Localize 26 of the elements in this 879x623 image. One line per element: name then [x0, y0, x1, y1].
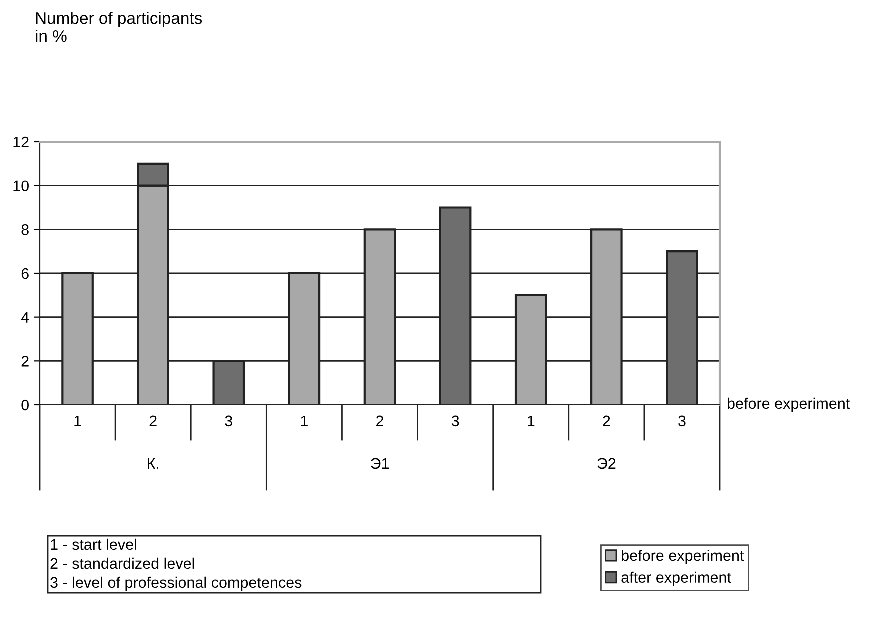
- x-tick-label: 1: [528, 416, 535, 426]
- x-tick-label: 3: [452, 416, 460, 427]
- x-tick-label: 2: [376, 416, 384, 426]
- chart-title: Number of participants in %: [36, 12, 202, 42]
- y-tick-label: 10: [14, 180, 29, 192]
- x-tick-label: 3: [225, 416, 232, 427]
- text: 1 - start level: [51, 538, 136, 550]
- y-tick-label: 4: [21, 312, 30, 323]
- x-tick-label: 2: [150, 416, 157, 426]
- y-tick-label: 0: [22, 400, 29, 411]
- y-tick-label: 2: [22, 356, 29, 367]
- x-axis-title: before experiment: [728, 398, 850, 412]
- text: Э2: [598, 458, 616, 470]
- x-tick-label: 1: [74, 416, 82, 426]
- legend-label: before experiment: [622, 550, 744, 564]
- y-tick-label: 6: [22, 268, 29, 280]
- text: К.: [148, 458, 159, 469]
- text: Э1: [371, 458, 389, 470]
- y-tick-label: 12: [14, 136, 29, 148]
- x-tick-label: 1: [301, 416, 308, 426]
- x-tick-label: 2: [603, 416, 610, 426]
- text: 2 - standardized level: [50, 558, 194, 570]
- text: 3 - level of professional competences: [50, 576, 302, 592]
- legend-label: after experiment: [622, 572, 732, 586]
- x-tick-label: 3: [678, 416, 686, 427]
- y-tick-label: 8: [22, 224, 29, 236]
